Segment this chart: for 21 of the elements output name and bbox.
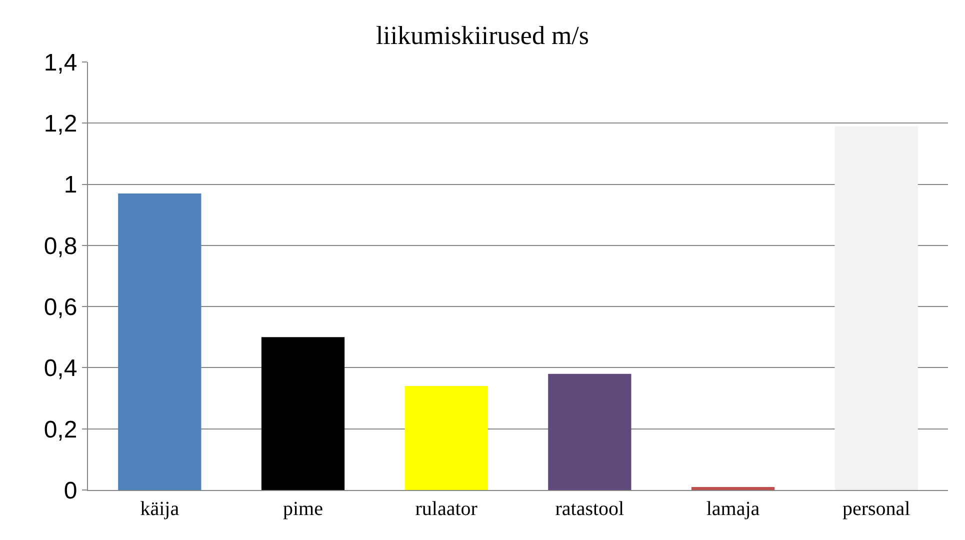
chart-title: liikumiskiirused m/s: [376, 21, 590, 50]
x-tick-label: lamaja: [706, 498, 760, 520]
y-tick-label: 1,2: [44, 110, 78, 138]
bar: [261, 337, 345, 490]
x-tick-label: rulaator: [415, 498, 478, 520]
y-tick-label: 0,8: [44, 232, 78, 260]
bar: [691, 486, 775, 490]
y-tick-label: 0: [64, 477, 78, 504]
x-tick-label: ratastool: [555, 498, 625, 520]
x-tick-label: pime: [283, 498, 324, 520]
bar: [548, 374, 632, 490]
bar: [834, 126, 918, 490]
x-tick-label: personal: [842, 498, 911, 520]
y-tick-label: 1: [64, 172, 78, 199]
bar: [118, 193, 202, 490]
y-tick-label: 0,4: [44, 355, 78, 382]
y-tick-label: 0,6: [44, 294, 78, 321]
bar: [404, 386, 488, 490]
x-tick-label: käija: [140, 498, 180, 520]
y-tick-label: 0,2: [44, 416, 78, 444]
y-tick-label: 1,4: [44, 49, 78, 76]
